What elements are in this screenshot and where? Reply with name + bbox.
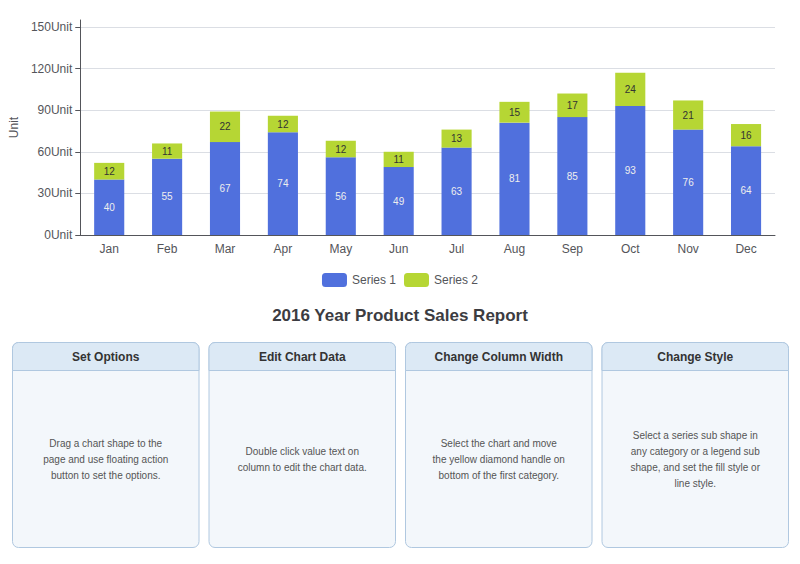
svg-text:page and use floating action: page and use floating action — [43, 454, 168, 465]
svg-text:Drag a chart shape to the: Drag a chart shape to the — [49, 438, 162, 449]
svg-text:81: 81 — [509, 173, 521, 184]
svg-text:Dec: Dec — [735, 242, 756, 256]
svg-text:55: 55 — [162, 191, 174, 202]
svg-text:Series 1: Series 1 — [352, 273, 396, 287]
svg-text:Series 2: Series 2 — [434, 273, 478, 287]
svg-text:Apr: Apr — [274, 242, 293, 256]
svg-text:67: 67 — [219, 183, 231, 194]
svg-text:Mar: Mar — [215, 242, 236, 256]
svg-text:May: May — [329, 242, 352, 256]
svg-text:16: 16 — [740, 130, 752, 141]
svg-text:56: 56 — [335, 191, 347, 202]
svg-text:11: 11 — [162, 146, 173, 157]
svg-text:15: 15 — [509, 107, 521, 118]
svg-text:90Unit: 90Unit — [38, 103, 73, 117]
svg-text:40: 40 — [104, 202, 116, 213]
svg-text:any category or a legend sub: any category or a legend sub — [631, 446, 760, 457]
svg-text:Double click value text on: Double click value text on — [246, 446, 359, 457]
svg-text:64: 64 — [740, 185, 752, 196]
svg-text:22: 22 — [219, 121, 231, 132]
svg-text:12: 12 — [277, 119, 289, 130]
svg-text:line style.: line style. — [674, 478, 716, 489]
svg-text:0Unit: 0Unit — [44, 228, 73, 242]
svg-text:120Unit: 120Unit — [31, 62, 73, 76]
svg-text:Jan: Jan — [100, 242, 119, 256]
svg-text:Unit: Unit — [7, 116, 21, 138]
svg-text:Select the chart and move: Select the chart and move — [441, 438, 558, 449]
svg-text:60Unit: 60Unit — [38, 145, 73, 159]
svg-text:12: 12 — [335, 144, 347, 155]
svg-text:2016 Year Product Sales Report: 2016 Year Product Sales Report — [272, 306, 528, 325]
svg-text:shape, and set the fill style: shape, and set the fill style or — [630, 462, 760, 473]
svg-text:the yellow diamond handle on: the yellow diamond handle on — [433, 454, 565, 465]
svg-text:76: 76 — [683, 177, 695, 188]
svg-text:74: 74 — [277, 178, 289, 189]
svg-text:Jul: Jul — [449, 242, 464, 256]
svg-text:17: 17 — [567, 100, 579, 111]
svg-text:Set Options: Set Options — [72, 350, 140, 364]
svg-text:Oct: Oct — [621, 242, 640, 256]
svg-text:63: 63 — [451, 186, 463, 197]
svg-text:49: 49 — [393, 196, 405, 207]
svg-text:85: 85 — [567, 171, 579, 182]
svg-text:Change Style: Change Style — [657, 350, 733, 364]
svg-text:12: 12 — [104, 166, 116, 177]
svg-text:Nov: Nov — [677, 242, 698, 256]
svg-text:bottom of the first category.: bottom of the first category. — [439, 470, 559, 481]
svg-text:11: 11 — [393, 154, 404, 165]
svg-text:93: 93 — [625, 165, 637, 176]
svg-text:Change Column Width: Change Column Width — [434, 350, 563, 364]
svg-text:30Unit: 30Unit — [38, 186, 73, 200]
svg-text:column to edit the chart data.: column to edit the chart data. — [238, 462, 367, 473]
svg-text:button to set the options.: button to set the options. — [51, 470, 161, 481]
svg-text:Select a series sub shape in: Select a series sub shape in — [633, 430, 758, 441]
svg-text:13: 13 — [451, 133, 463, 144]
svg-text:Sep: Sep — [562, 242, 584, 256]
svg-text:Feb: Feb — [157, 242, 178, 256]
svg-text:Edit Chart Data: Edit Chart Data — [259, 350, 346, 364]
svg-text:Aug: Aug — [504, 242, 525, 256]
svg-text:21: 21 — [683, 110, 695, 121]
svg-text:150Unit: 150Unit — [31, 20, 73, 34]
svg-text:24: 24 — [625, 84, 637, 95]
svg-text:Jun: Jun — [389, 242, 408, 256]
